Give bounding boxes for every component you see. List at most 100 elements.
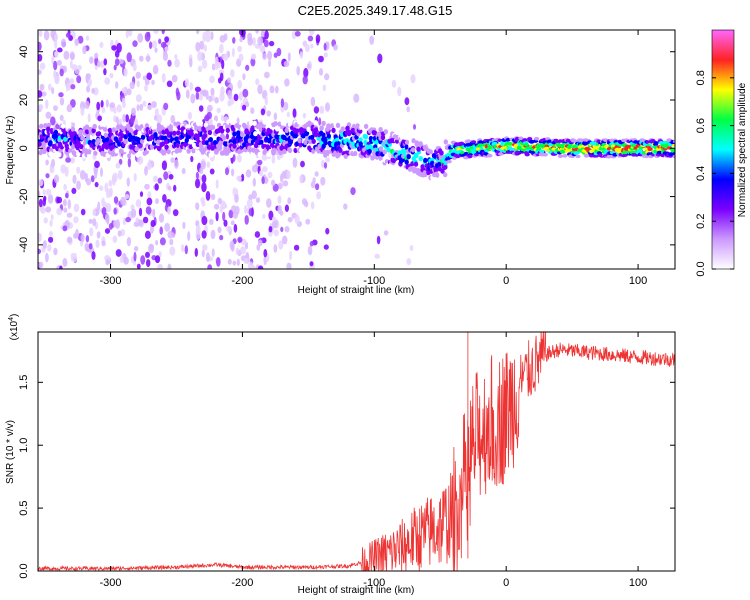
heatmap-cell <box>53 174 60 184</box>
heatmap-cell <box>253 131 258 137</box>
heatmap-cell <box>67 122 72 128</box>
heatmap-cell <box>100 167 103 177</box>
heatmap-cell <box>319 105 325 114</box>
heatmap-cell <box>313 106 320 114</box>
heatmap-cell <box>76 166 81 174</box>
heatmap-cell <box>42 188 46 196</box>
heatmap-cell <box>54 34 58 41</box>
heatmap-cell <box>242 142 247 148</box>
heatmap-cell <box>43 195 47 202</box>
heatmap-cell <box>507 142 513 146</box>
heatmap-cell <box>195 202 200 211</box>
y-axis-label: SNR (10 * v/v) <box>5 420 16 484</box>
heatmap-cell <box>522 138 528 142</box>
heatmap-cell <box>453 153 459 158</box>
heatmap-cell <box>325 227 330 235</box>
heatmap-cell <box>201 249 205 258</box>
heatmap-cell <box>245 151 250 157</box>
heatmap-cell <box>293 244 300 251</box>
heatmap-cell <box>553 138 559 143</box>
heatmap-cell <box>131 107 136 117</box>
y-tick-label: -20 <box>18 189 30 205</box>
heatmap-cell <box>269 85 275 94</box>
heatmap-cell <box>39 123 44 129</box>
heatmap-cell <box>259 139 264 145</box>
heatmap-cell <box>84 172 89 183</box>
heatmap-cell <box>144 79 150 86</box>
heatmap-cell <box>43 30 50 41</box>
heatmap-cell <box>194 247 198 257</box>
heatmap-cell <box>191 148 196 154</box>
heatmap-cell <box>227 100 232 107</box>
heatmap-cell <box>222 211 226 222</box>
heatmap-cell <box>247 32 253 42</box>
heatmap-cell <box>135 94 142 103</box>
heatmap-cell <box>244 138 249 144</box>
heatmap-cell <box>268 226 273 233</box>
heatmap-cell <box>158 38 162 44</box>
heatmap-cell <box>286 170 291 180</box>
heatmap-cell <box>300 160 305 168</box>
heatmap-cell <box>40 207 46 214</box>
heatmap-cell <box>164 36 170 43</box>
heatmap-cell <box>202 31 206 42</box>
x-axis-label: Height of straight line (km) <box>298 585 415 596</box>
heatmap-cell <box>228 152 234 158</box>
heatmap-cell <box>62 225 68 232</box>
heatmap-cell <box>184 245 188 255</box>
heatmap-cell <box>235 247 240 255</box>
heatmap-cell <box>173 184 177 192</box>
heatmap-cell <box>94 52 99 59</box>
heatmap-cell <box>156 145 162 152</box>
heatmap-cell <box>66 104 73 113</box>
heatmap-cell <box>100 100 104 108</box>
heatmap-cell <box>284 204 289 212</box>
heatmap-cell <box>68 148 73 154</box>
heatmap-cell <box>208 137 213 143</box>
heatmap-cell <box>89 227 94 237</box>
heatmap-cell <box>199 40 205 50</box>
heatmap-cell <box>539 149 545 154</box>
heatmap-cell <box>94 181 99 188</box>
heatmap-cell <box>343 203 348 210</box>
heatmap-cell <box>262 149 267 155</box>
heatmap-cell <box>233 223 238 233</box>
heatmap-cell <box>241 173 245 182</box>
heatmap-cell <box>70 252 75 262</box>
heatmap-cell <box>435 172 440 178</box>
heatmap-cell <box>70 126 76 132</box>
heatmap-cell <box>198 120 204 126</box>
heatmap-cell <box>376 235 381 245</box>
heatmap-cell <box>47 244 52 252</box>
heatmap-cell <box>70 53 75 60</box>
heatmap-cell <box>88 218 93 224</box>
heatmap-cell <box>492 141 498 146</box>
colorbar-label: Normalized spectral amplitude <box>737 82 748 217</box>
x-tick-label: 100 <box>629 275 647 287</box>
heatmap-cell <box>240 30 246 38</box>
heatmap-cell <box>136 104 140 112</box>
heatmap-cell <box>310 43 314 49</box>
heatmap-cell <box>57 47 63 53</box>
heatmap-cell <box>51 56 55 65</box>
heatmap-cell <box>100 60 105 68</box>
heatmap-cell <box>283 60 290 68</box>
x-tick-label: -200 <box>231 577 253 589</box>
heatmap-cell <box>230 69 235 78</box>
heatmap-cell <box>326 41 330 50</box>
heatmap-cell <box>167 59 172 67</box>
heatmap-cell <box>145 251 150 258</box>
heatmap-cell <box>60 123 66 129</box>
y-axis-label: Frequency (Hz) <box>5 116 16 185</box>
heatmap-cell <box>146 197 153 206</box>
heatmap-cell <box>310 96 316 107</box>
heatmap-cell <box>104 137 110 143</box>
colorbar-tick-label: 0.6 <box>695 118 707 133</box>
heatmap-cell <box>89 56 94 64</box>
heatmap-cell <box>175 142 180 148</box>
heatmap-cell <box>147 191 152 199</box>
heatmap-cell <box>630 143 637 148</box>
heatmap-cell <box>264 30 269 40</box>
heatmap-cell <box>189 58 193 68</box>
heatmap-cell <box>71 64 78 71</box>
